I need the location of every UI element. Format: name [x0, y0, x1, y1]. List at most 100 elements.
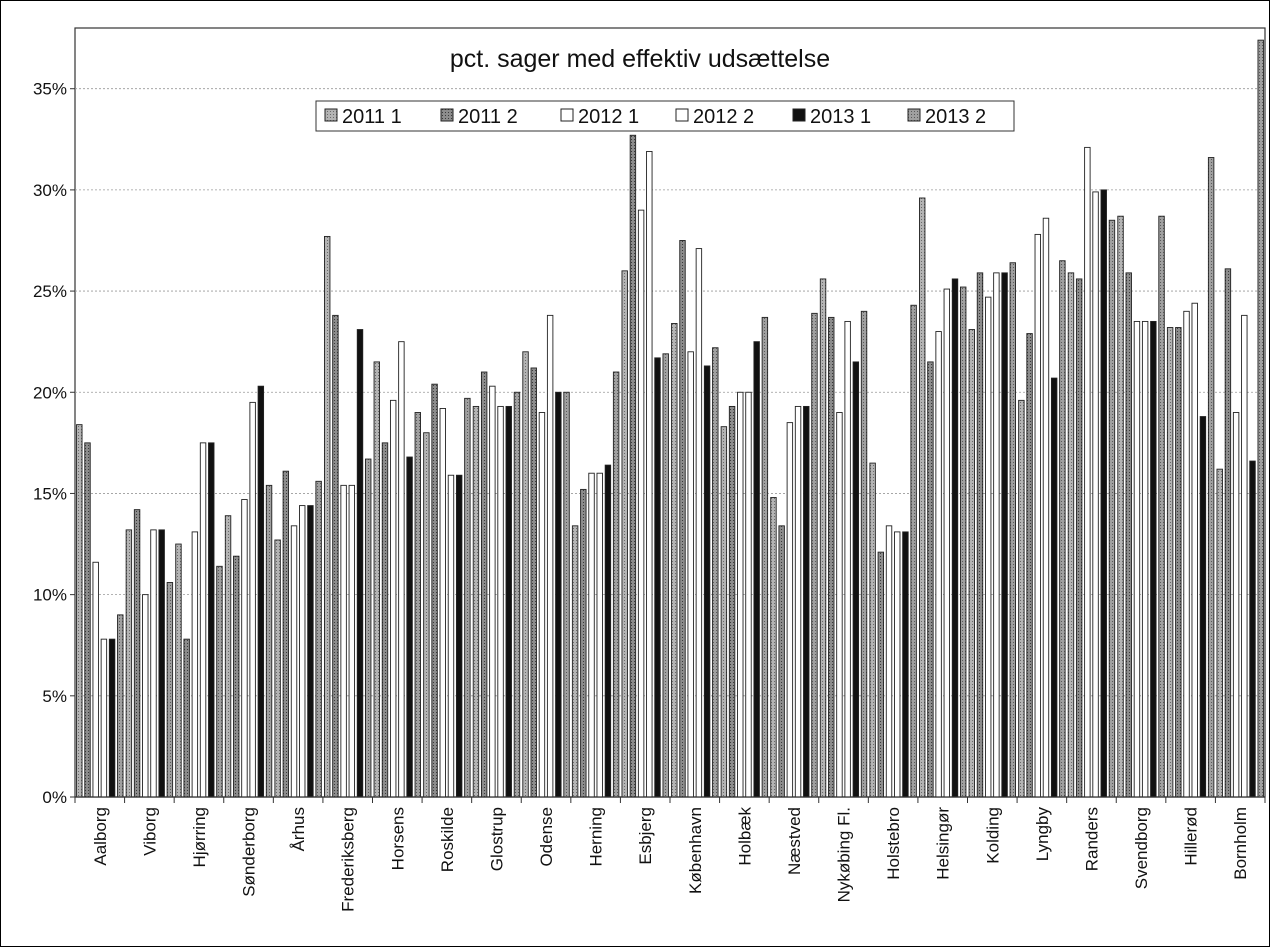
- bar: [183, 638, 190, 798]
- x-axis: Aalborg Viborg Hjørring Sønderborg Århus Fred…: [74, 796, 1266, 912]
- bar: [455, 474, 463, 798]
- bar: [282, 470, 290, 798]
- bar: [927, 361, 934, 798]
- bar: [1042, 217, 1050, 798]
- bar: [348, 484, 356, 798]
- bar: [951, 278, 959, 798]
- bar: [158, 529, 165, 798]
- bar: [1125, 272, 1132, 798]
- bar: [1067, 272, 1075, 798]
- x-tick-label: Randers: [1082, 807, 1101, 871]
- bar: [596, 472, 603, 798]
- legend-label: 2013 2: [925, 106, 986, 128]
- y-axis-ticks: 0% 5% 10% 15% 20% 25% 30% 35%: [33, 80, 75, 807]
- bar: [497, 405, 504, 798]
- bar: [894, 531, 901, 798]
- bar: [324, 235, 331, 798]
- bar: [381, 442, 389, 798]
- bar: [1133, 320, 1141, 798]
- bar: [1249, 460, 1256, 798]
- x-tick-label: Esbjerg: [636, 807, 655, 865]
- bar: [860, 310, 868, 798]
- bar: [76, 424, 83, 798]
- y-tick-label: 15%: [33, 484, 67, 503]
- bar: [629, 134, 637, 798]
- bar: [1034, 233, 1041, 798]
- bar: [571, 525, 579, 798]
- legend-label: 2011 1: [342, 106, 402, 128]
- bar: [538, 412, 546, 798]
- x-tick-label: Odense: [537, 807, 556, 867]
- bar: [513, 391, 521, 798]
- legend-swatch: [440, 108, 454, 122]
- legend-label: 2012 1: [578, 106, 639, 128]
- bar: [489, 385, 496, 798]
- bar: [332, 314, 339, 798]
- x-tick-label: Nykøbing Fl.: [835, 807, 854, 902]
- legend-swatch: [560, 108, 574, 122]
- bar: [852, 361, 860, 798]
- bar: [1026, 333, 1033, 798]
- bar: [1183, 310, 1190, 798]
- bar: [1141, 320, 1149, 798]
- bar: [241, 499, 248, 798]
- bar: [1216, 468, 1223, 798]
- bar: [1009, 262, 1016, 798]
- x-tick-label: Roskilde: [438, 807, 457, 872]
- y-tick-label: 30%: [33, 181, 67, 200]
- x-tick-label: Glostrup: [487, 807, 506, 871]
- bar: [1158, 215, 1165, 798]
- bar: [1084, 146, 1091, 798]
- bar: [819, 278, 827, 798]
- y-tick-label: 5%: [42, 687, 67, 706]
- bar: [1001, 272, 1008, 798]
- bar: [290, 525, 298, 798]
- bar: [1059, 260, 1066, 798]
- bar: [480, 371, 488, 798]
- bar: [877, 551, 885, 798]
- bar: [406, 456, 413, 798]
- bar: [233, 555, 240, 798]
- x-tick-label: Lyngby: [1033, 807, 1052, 862]
- y-tick-label: 20%: [33, 383, 67, 402]
- bar: [1257, 39, 1264, 798]
- bar: [794, 405, 802, 798]
- bar: [1150, 320, 1157, 798]
- bar: [984, 296, 992, 798]
- bar: [447, 474, 455, 798]
- bar: [84, 442, 91, 798]
- legend-swatch: [907, 108, 921, 122]
- x-tick-label: Horsens: [388, 807, 407, 870]
- bar: [836, 412, 843, 798]
- bar: [1050, 377, 1058, 798]
- x-tick-label: Helsingør: [934, 807, 953, 880]
- bar: [472, 405, 480, 798]
- bar: [993, 272, 1000, 798]
- legend-label: 2011 2: [458, 106, 518, 128]
- bar: [869, 462, 876, 798]
- bar: [166, 582, 174, 798]
- x-tick-label: Herning: [587, 807, 606, 867]
- legend-label: 2012 2: [693, 106, 754, 128]
- bar: [563, 391, 570, 798]
- x-tick-label: Holstebro: [884, 807, 903, 880]
- bar: [662, 353, 669, 798]
- bar: [1241, 314, 1248, 798]
- bar: [612, 371, 620, 798]
- bar: [1166, 327, 1174, 798]
- bar: [274, 539, 281, 798]
- bar: [431, 383, 438, 798]
- legend-label: 2013 1: [810, 106, 871, 128]
- bar: [108, 638, 116, 798]
- bar: [935, 331, 942, 798]
- bar: [1232, 412, 1240, 798]
- bar: [92, 561, 99, 798]
- bar: [398, 341, 405, 798]
- bar: [646, 150, 653, 798]
- bar: [125, 529, 133, 798]
- x-tick-label: Næstved: [785, 807, 804, 875]
- bar: [885, 525, 893, 798]
- x-tick-label: Aalborg: [91, 807, 110, 866]
- bar: [671, 323, 678, 798]
